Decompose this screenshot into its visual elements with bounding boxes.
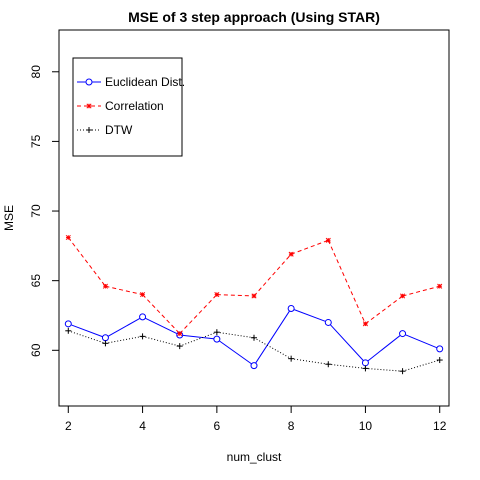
y-axis: 60 65 70 75 80 bbox=[29, 65, 60, 357]
chart-title: MSE of 3 step approach (Using STAR) bbox=[128, 9, 380, 25]
data-point bbox=[140, 292, 146, 298]
data-point bbox=[437, 283, 443, 289]
data-point bbox=[176, 343, 183, 350]
data-point bbox=[324, 318, 332, 326]
data-point bbox=[362, 321, 368, 327]
legend-label: Euclidean Dist. bbox=[105, 75, 185, 89]
legend-marker bbox=[85, 78, 93, 86]
x-axis: 2 4 6 8 10 12 bbox=[65, 405, 447, 433]
series-segment bbox=[367, 335, 401, 362]
series-correlation bbox=[65, 234, 443, 337]
data-point bbox=[288, 251, 294, 257]
data-point bbox=[325, 237, 331, 243]
series-segment bbox=[328, 363, 366, 369]
series-segment bbox=[293, 309, 326, 322]
data-point bbox=[399, 368, 406, 375]
y-tick-label: 80 bbox=[29, 65, 43, 79]
data-point bbox=[102, 340, 109, 347]
legend-item-correlation: Correlation bbox=[77, 99, 164, 113]
x-tick-label: 4 bbox=[139, 419, 146, 433]
legend-marker bbox=[86, 127, 92, 133]
series-layer bbox=[64, 234, 444, 375]
series-segment bbox=[327, 240, 366, 325]
series-euclidean-dist bbox=[64, 305, 444, 370]
legend-item-euclidean-dist: Euclidean Dist. bbox=[77, 75, 185, 89]
series-segment bbox=[107, 318, 141, 337]
series-segment bbox=[405, 334, 437, 349]
data-point bbox=[325, 361, 332, 368]
y-tick-label: 65 bbox=[29, 274, 43, 288]
series-segment bbox=[142, 294, 181, 334]
data-point bbox=[213, 335, 221, 343]
data-point bbox=[65, 327, 72, 334]
series-segment bbox=[105, 335, 143, 344]
data-point bbox=[214, 292, 220, 298]
data-point bbox=[177, 331, 183, 337]
series-segment bbox=[219, 340, 252, 365]
series-dtw bbox=[65, 327, 443, 375]
series-segment bbox=[145, 317, 178, 335]
legend-label: DTW bbox=[105, 123, 133, 137]
y-tick-label: 60 bbox=[29, 343, 43, 357]
series-segment bbox=[253, 337, 292, 360]
y-axis-title: MSE bbox=[2, 205, 16, 231]
legend-item-dtw: DTW bbox=[77, 123, 133, 137]
y-tick-label: 75 bbox=[29, 134, 43, 148]
data-point bbox=[400, 293, 406, 299]
x-tick-label: 10 bbox=[359, 419, 373, 433]
legend: Euclidean Dist. Correlation DTW bbox=[72, 57, 185, 157]
series-segment bbox=[179, 331, 218, 347]
x-tick-label: 12 bbox=[433, 419, 447, 433]
series-segment bbox=[216, 331, 255, 339]
data-point bbox=[139, 333, 146, 340]
x-tick-label: 8 bbox=[288, 419, 295, 433]
series-segment bbox=[68, 330, 106, 344]
series-segment bbox=[291, 358, 329, 365]
legend-label: Correlation bbox=[105, 99, 164, 113]
data-point bbox=[139, 313, 147, 321]
series-segment bbox=[330, 324, 364, 361]
data-point bbox=[102, 283, 108, 289]
data-point bbox=[64, 320, 72, 328]
series-segment bbox=[182, 334, 214, 340]
data-point bbox=[436, 357, 443, 364]
data-point bbox=[251, 334, 257, 341]
series-segment bbox=[365, 295, 403, 325]
data-point bbox=[65, 234, 71, 241]
x-axis-title: num_clust bbox=[227, 450, 282, 464]
series-segment bbox=[142, 335, 180, 347]
series-segment bbox=[179, 294, 218, 334]
series-segment bbox=[71, 324, 103, 338]
series-segment bbox=[216, 294, 255, 297]
series-segment bbox=[105, 285, 143, 296]
series-segment bbox=[67, 237, 106, 287]
series-segment bbox=[402, 359, 440, 372]
y-tick-label: 70 bbox=[29, 204, 43, 218]
series-segment bbox=[253, 253, 292, 297]
data-point bbox=[250, 362, 258, 370]
data-point bbox=[362, 365, 369, 372]
data-point bbox=[251, 293, 257, 299]
data-point bbox=[287, 305, 295, 313]
series-segment bbox=[365, 367, 403, 372]
x-tick-label: 2 bbox=[65, 419, 72, 433]
data-point bbox=[213, 329, 220, 336]
legend-box bbox=[72, 57, 183, 157]
data-point bbox=[399, 330, 407, 338]
series-segment bbox=[255, 310, 290, 364]
x-tick-label: 6 bbox=[214, 419, 221, 433]
data-point bbox=[436, 345, 444, 353]
legend-marker bbox=[86, 103, 92, 109]
data-point bbox=[288, 355, 295, 362]
